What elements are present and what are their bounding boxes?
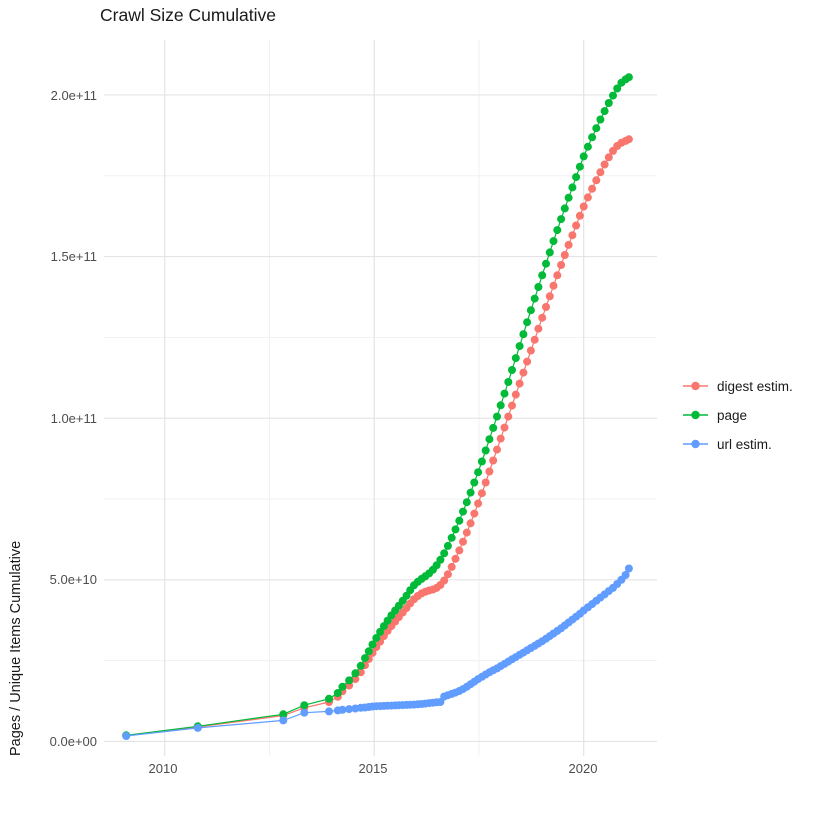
legend-label: digest estim. [717, 378, 793, 394]
x-tick-label: 2015 [358, 761, 388, 776]
legend: digest estim. page url estim. [682, 376, 793, 454]
chart-title: Crawl Size Cumulative [100, 5, 277, 25]
legend-key-page [683, 410, 708, 420]
gridlines-major [104, 40, 657, 756]
legend-key-digest-estim [683, 381, 708, 391]
legend-label: url estim. [717, 436, 772, 452]
legend-item-digest-estim: digest estim. [682, 376, 793, 396]
y-tick-label: 1.0e+11 [50, 411, 97, 426]
y-tick-label: 0.0e+00 [49, 734, 97, 749]
legend-item-page: page [682, 405, 793, 425]
x-tick-label: 2010 [148, 761, 178, 776]
x-tick-label: 2020 [568, 761, 598, 776]
legend-item-url-estim: url estim. [682, 434, 793, 454]
gridlines-minor [104, 40, 657, 756]
y-tick-label: 5.0e+10 [49, 572, 97, 587]
legend-key-url-estim [683, 439, 708, 449]
y-tick-label: 1.5e+11 [50, 249, 97, 264]
series-page [122, 73, 633, 740]
legend-label: page [717, 407, 748, 423]
series-url-estim [122, 564, 633, 740]
series-digest-estim [122, 135, 633, 740]
y-tick-label: 2.0e+11 [50, 88, 97, 103]
